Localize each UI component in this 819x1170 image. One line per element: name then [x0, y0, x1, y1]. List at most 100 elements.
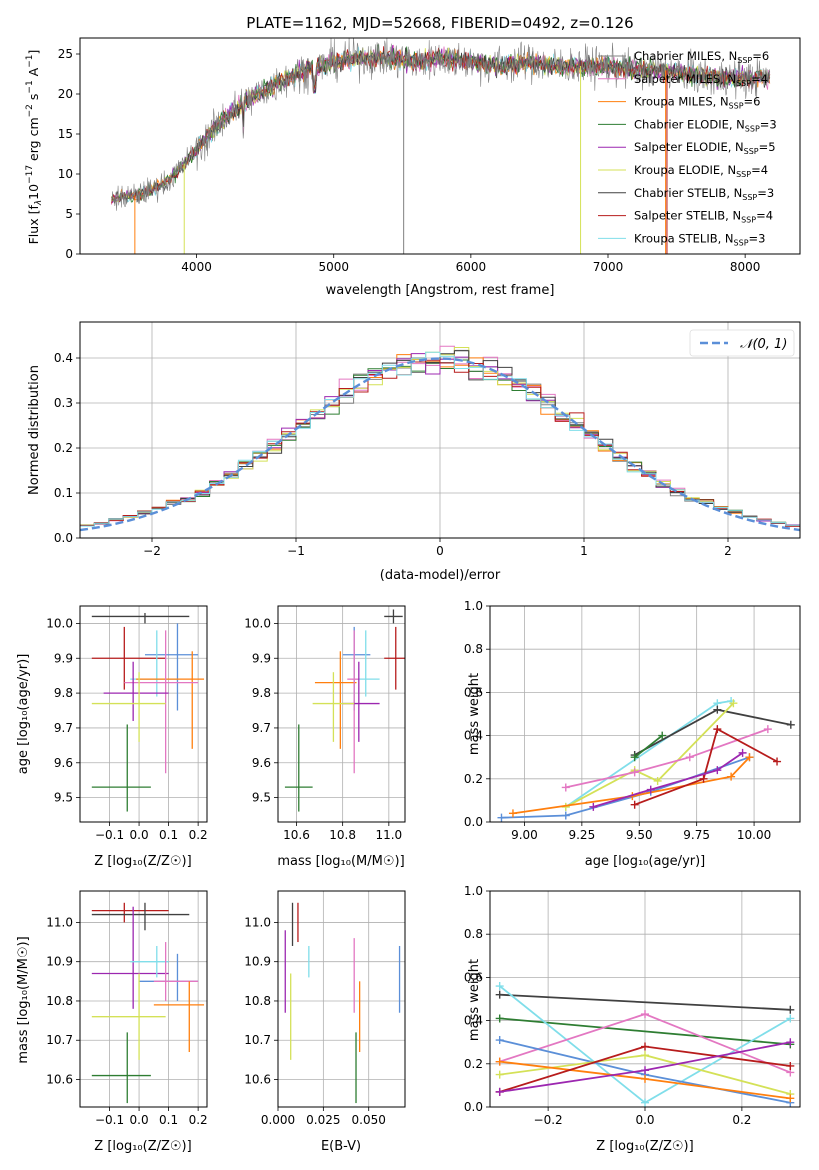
weight_vs_age-marker: [561, 811, 570, 820]
weight_vs_age-marker: [653, 776, 662, 785]
weight_vs_age-marker: [763, 725, 772, 734]
spectrum-ylabel-d: −17: [25, 165, 35, 184]
weight_vs_Z-ytick-label: 1.0: [464, 884, 483, 898]
residuals-xtick-label: 0: [436, 544, 444, 558]
spectrum-ytick-label: 20: [58, 87, 73, 101]
weight_vs_Z-marker: [641, 1074, 649, 1083]
age_vs_Z-ytick-label: 9.7: [54, 721, 73, 735]
mZ-xlabel: Z [log₁₀(Z/Z☉)]: [94, 1139, 191, 1154]
weight_vs_age-marker: [729, 699, 738, 708]
ageZ-xlabel: Z [log₁₀(Z/Z☉)]: [94, 854, 191, 869]
legend-label: Kroupa ELODIE, NSSP=4: [634, 163, 768, 179]
mE-xlabel: E(B-V): [321, 1139, 361, 1154]
wZ-xlabel: Z [log₁₀(Z/Z☉)]: [596, 1139, 693, 1154]
spectrum-ylabel-c: 10: [26, 184, 41, 200]
ageM-xlabel: mass [log₁₀(M/M☉)]: [277, 854, 404, 869]
weight_vs_Z-ytick-label: 0.2: [464, 1057, 483, 1071]
weight_vs_age-marker: [589, 802, 598, 811]
residuals-ytick-label: 0.4: [54, 351, 73, 365]
age_vs_mass-ytick-label: 9.8: [252, 686, 271, 700]
weight_vs_age-ytick-label: 0.0: [464, 815, 483, 829]
mass_vs_EBV-xtick-label: 0.000: [261, 1113, 295, 1127]
weight_vs_Z-marker: [786, 1061, 795, 1070]
mass_vs_Z-xtick-label: −0.1: [95, 1113, 124, 1127]
age_vs_Z-xtick-label: 0.1: [159, 828, 178, 842]
weight_vs_age-marker: [786, 720, 795, 729]
residuals-ytick-label: 0.3: [54, 396, 73, 410]
age_vs_Z-xtick-label: 0.0: [130, 828, 149, 842]
weight_vs_Z-ytick-label: 0.0: [464, 1100, 483, 1114]
legend-label: Chabrier STELIB, NSSP=3: [634, 186, 774, 202]
weight_vs_Z-marker: [786, 1014, 795, 1023]
mass_vs_EBV-ytick-label: 10.8: [244, 994, 271, 1008]
mass_vs_Z-xtick-label: 0.2: [189, 1113, 208, 1127]
weight_vs_age-marker: [745, 753, 754, 762]
weight_vs_age-marker: [738, 748, 747, 757]
mass_vs_EBV-frame: [277, 890, 406, 1108]
residuals-ylabel: Normed distribution: [27, 365, 42, 495]
wAge-xlabel: age [log₁₀(age/yr)]: [585, 854, 706, 869]
weight_vs_Z-marker: [495, 1057, 504, 1066]
wAge-ylabel: mass weight: [467, 673, 482, 755]
weight_vs_Z-ytick-label: 0.8: [464, 927, 483, 941]
weight_vs_age-ytick-label: 0.4: [464, 729, 483, 743]
weight_vs_age-xtick-label: 9.25: [568, 828, 595, 842]
age_vs_Z-ytick-label: 9.5: [54, 791, 73, 805]
legend-label: Salpeter ELODIE, NSSP=5: [634, 140, 776, 156]
spectrum-ylabel-g: s: [26, 94, 41, 105]
mass-vs-ebv-panel: E(B-V) 0.000 0.025 0.050 10.6 10.7 10.8 10.9 11…: [244, 890, 406, 1154]
weight_vs_Z-ytick-label: 0.6: [464, 970, 483, 984]
residuals-ytick-label: 0.1: [54, 486, 73, 500]
weight_vs_Z-xtick-label: 0.0: [635, 1113, 654, 1127]
weight_vs_Z-marker: [786, 1038, 795, 1047]
mass_vs_Z-frame: [79, 890, 208, 1108]
age_vs_Z-xtick-label: 0.2: [189, 828, 208, 842]
residuals-xtick-label: −2: [143, 544, 161, 558]
age_vs_mass-ytick-label: 9.9: [252, 651, 271, 665]
weight_vs_age-marker: [658, 731, 667, 740]
weight_vs_Z-marker: [495, 1014, 504, 1023]
weight_vs_age-ytick-label: 0.2: [464, 772, 483, 786]
residuals-xtick-label: 2: [724, 544, 732, 558]
age-vs-mass-panel: mass [log₁₀(M/M☉)] 10.6 10.8 11.0 9.5 9.6 9.7…: [244, 605, 406, 869]
spectrum-ytick-label: 0: [65, 247, 73, 261]
weight_vs_age-marker: [713, 725, 722, 734]
age_vs_mass-xtick-label: 11.0: [375, 828, 402, 842]
mass_vs_Z-ytick-label: 10.9: [46, 955, 73, 969]
legend-label: Salpeter MILES, NSSP=4: [634, 72, 768, 88]
mass_vs_Z-xtick-label: 0.0: [130, 1113, 149, 1127]
mass_vs_Z-ytick-label: 10.6: [46, 1073, 73, 1087]
weight_vs_age-frame: [489, 605, 801, 823]
age_vs_mass-frame: [277, 605, 406, 823]
weight_vs_age-marker: [497, 813, 506, 822]
mass_vs_EBV-ytick-label: 10.6: [244, 1073, 271, 1087]
mZ-ylabel: mass [log₁₀(M/M☉)]: [16, 936, 31, 1063]
spectrum-xtick-label: 4000: [181, 260, 212, 274]
mass_vs_EBV-ytick-label: 10.7: [244, 1033, 271, 1047]
residuals-legend-box: [689, 329, 795, 357]
residuals-ytick-label: 0.2: [54, 441, 73, 455]
weight_vs_age-series-line: [565, 702, 735, 808]
residuals-xtick-label: 1: [580, 544, 588, 558]
weight_vs_age-marker: [630, 753, 639, 762]
weight_vs_age-ytick-label: 0.6: [464, 685, 483, 699]
spectrum-series-line: [111, 44, 771, 205]
weight_vs_Z-marker: [641, 1010, 649, 1019]
weight_vs_age-series-line: [634, 727, 778, 806]
weight_vs_age-marker: [713, 766, 722, 775]
weight_vs_age-series-line: [593, 752, 744, 808]
weight_vs_age-xtick-label: 9.00: [511, 828, 538, 842]
spectrum-series-line: [111, 38, 771, 211]
age_vs_Z-ytick-label: 10.0: [46, 616, 73, 630]
mass_vs_EBV-ytick-label: 10.9: [244, 955, 271, 969]
spectrum-ylabel-i: A: [26, 67, 41, 80]
residuals-ytick-label: 0.0: [54, 531, 73, 545]
mass_vs_Z-ytick-label: 10.7: [46, 1033, 73, 1047]
weight_vs_age-marker: [630, 768, 639, 777]
age_vs_Z-xtick-label: −0.1: [95, 828, 124, 842]
weight_vs_age-marker: [508, 809, 517, 818]
age_vs_mass-ytick-label: 9.5: [252, 791, 271, 805]
normal-reference-curve: [79, 357, 801, 532]
weight_vs_Z-marker: [495, 1036, 504, 1045]
weight_vs_age-marker: [561, 783, 570, 792]
